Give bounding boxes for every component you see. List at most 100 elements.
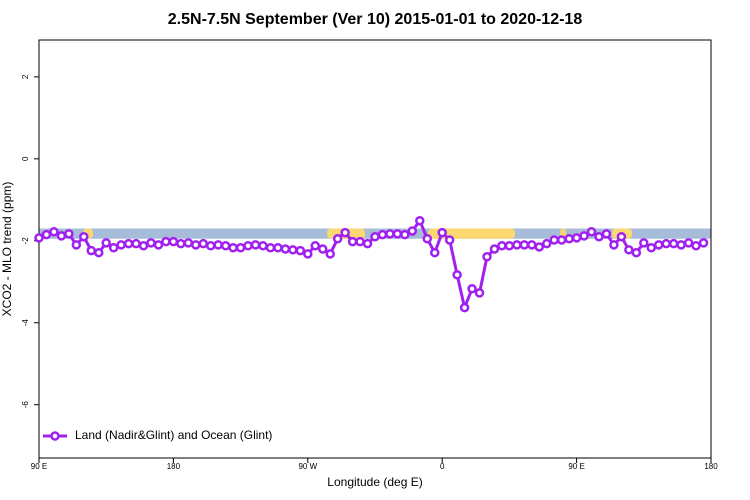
data-point [661,238,671,249]
data-point [183,238,194,248]
chart-title: 2.5N-7.5N September (Ver 10) 2015-01-01 … [168,11,583,28]
data-point [273,243,283,253]
data-point [579,231,589,241]
data-point [407,226,418,236]
y-tick-label: -2 [21,237,30,245]
data-point [116,240,126,250]
data-point [64,229,74,239]
data-point [534,242,545,252]
data-point [668,238,679,249]
data-point [504,240,515,251]
data-point [377,229,388,240]
data-point [235,243,246,253]
data-point [482,252,492,262]
x-tick-label: 180 [704,462,718,471]
legend-label: Land (Nadir&Glint) and Ocean (Glint) [75,428,272,442]
data-point [624,245,634,255]
x-tick-label: 90 W [298,462,317,471]
data-point [258,240,268,251]
data-point [616,231,627,242]
data-point [571,233,582,243]
data-point [86,245,97,256]
data-point [549,235,559,245]
data-point [594,231,604,242]
data-point [362,238,373,249]
data-point [205,240,216,251]
data-point [527,240,537,250]
plot-frame [38,39,712,459]
data-point [108,243,119,253]
y-tick-label: -6 [21,401,30,409]
x-axis-label: Longitude (deg E) [327,475,422,489]
data-point [161,236,171,247]
data-point [639,238,649,248]
y-axis-label: XCO2 - MLO trend (ppm) [0,182,14,317]
x-tick-label: 90 E [568,462,584,471]
data-point [601,229,612,239]
data-point [101,238,111,248]
data-point [541,238,552,249]
x-tick-label: 0 [440,462,445,471]
data-point [392,229,403,239]
data-point [280,244,291,254]
y-tick-label: 2 [21,74,30,79]
data-point [56,231,67,241]
data-point [385,229,395,239]
data-point [437,227,447,238]
data-point [295,245,306,256]
data-point [176,238,186,249]
data-point [168,236,179,247]
legend-marker [50,431,60,441]
data-point [452,270,462,280]
data-point [34,233,44,243]
data-point [422,234,433,244]
data-point [467,284,477,294]
data-point [340,227,350,238]
data-point [347,236,358,247]
data-point [153,240,164,250]
data-point [71,240,82,250]
data-point [698,238,709,248]
data-point [691,240,701,251]
data-point [370,231,380,242]
data-point [41,229,52,240]
data-point [332,234,343,244]
y-tick-label: -4 [21,319,30,327]
data-point [49,227,59,237]
data-point [317,244,328,254]
data-point [355,236,365,247]
data-point [676,240,686,250]
data-point [265,243,276,253]
data-point [198,238,209,249]
data-point [415,215,425,226]
y-tick-label: 0 [21,156,30,161]
x-tick-label: 180 [167,462,181,471]
data-point [138,240,149,251]
data-point [683,238,694,248]
data-point [459,302,470,313]
data-point [191,240,201,250]
data-point [429,247,440,258]
data-point [586,227,597,237]
x-tick-label: 90 E [31,462,47,471]
data-point [646,243,657,253]
data-point [303,249,313,259]
data-point [288,245,298,255]
data-point [79,231,89,242]
data-point [131,238,141,249]
data-point [631,247,642,258]
data-point [146,238,156,248]
data-point [220,240,231,251]
data-point [609,240,619,250]
data-point [310,240,321,251]
data-point [489,244,500,254]
data-point [497,240,507,251]
data-point [512,240,522,250]
data-point [228,243,238,253]
data-point [653,240,664,250]
data-point [325,249,335,259]
data-point [400,229,410,240]
data-point [556,235,567,245]
